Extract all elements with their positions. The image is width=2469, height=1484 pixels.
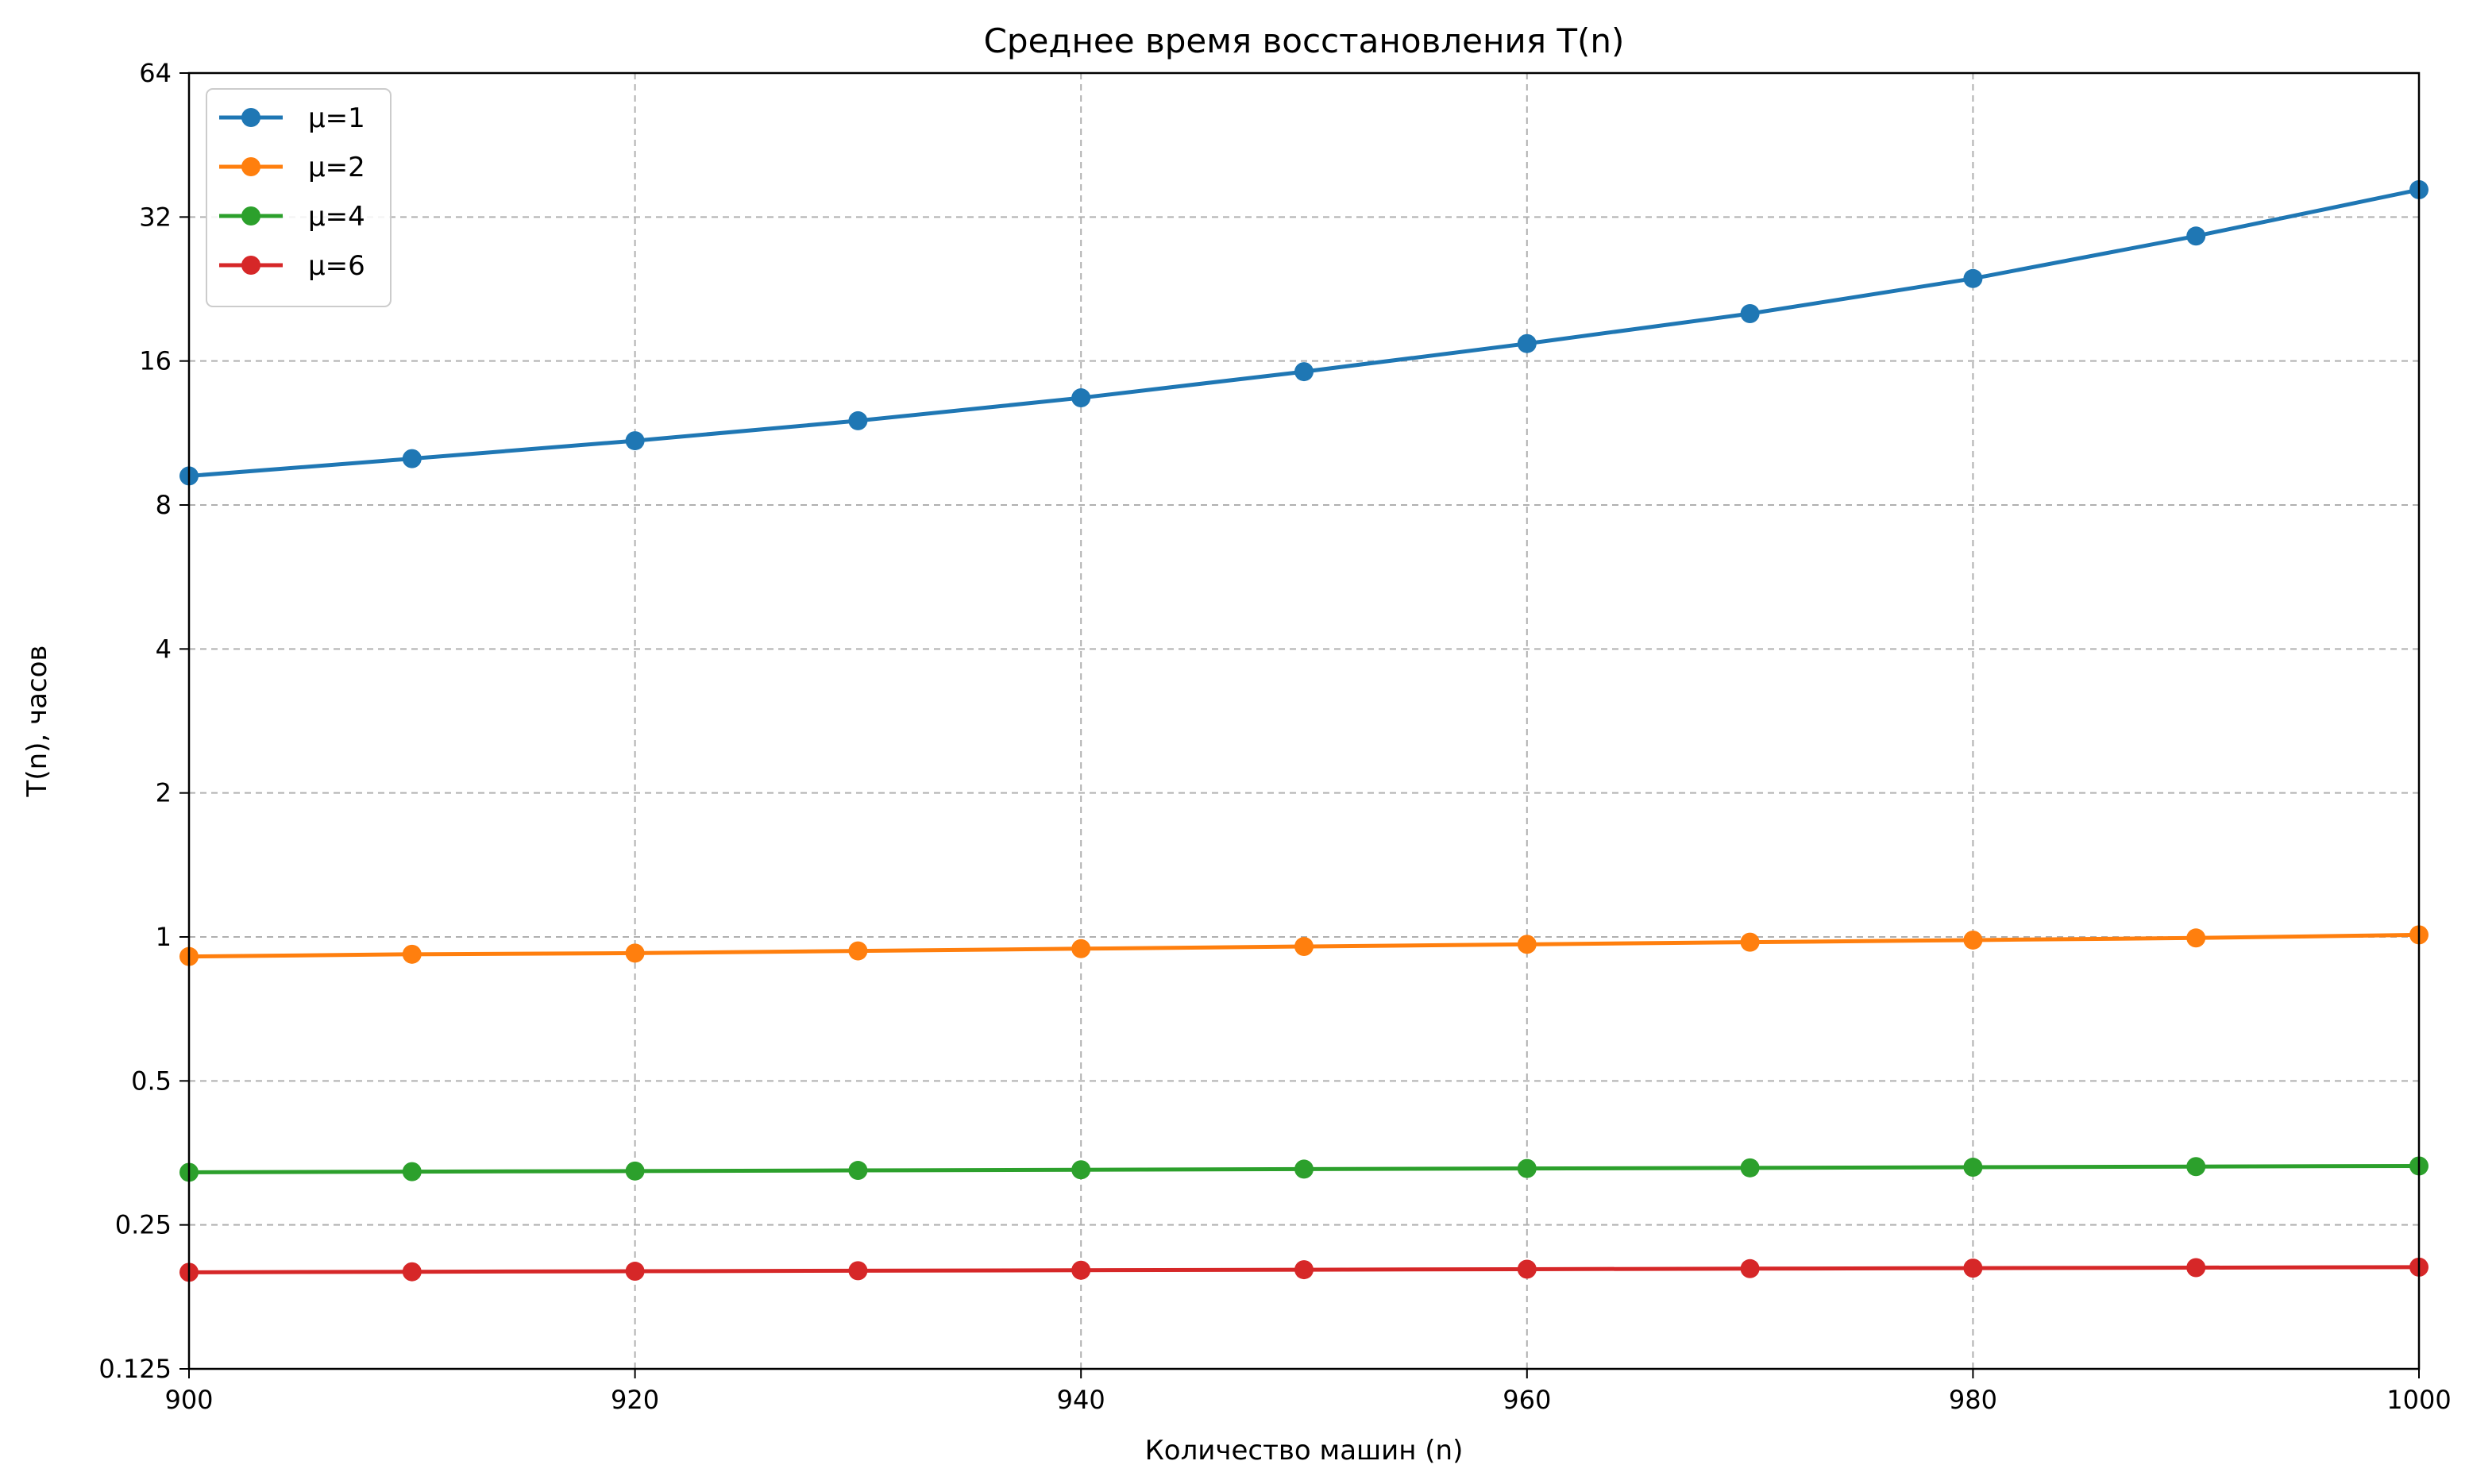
data-point bbox=[1294, 937, 1314, 957]
y-axis: 0.125 0.25 0.5 1 2 4 8 16 32 64 bbox=[98, 58, 189, 1384]
data-point bbox=[1517, 935, 1537, 954]
data-point bbox=[402, 1262, 422, 1282]
data-point bbox=[1517, 1158, 1537, 1178]
data-point bbox=[848, 941, 868, 961]
data-point bbox=[1294, 362, 1314, 382]
x-tick-label: 940 bbox=[1057, 1385, 1105, 1415]
y-tick-label: 2 bbox=[156, 778, 172, 808]
x-tick-label: 1000 bbox=[2386, 1385, 2451, 1415]
grid-lines bbox=[188, 72, 2420, 1370]
data-point bbox=[1071, 388, 1091, 408]
y-tick-label: 64 bbox=[139, 58, 172, 88]
y-tick-label: 0.125 bbox=[98, 1354, 172, 1384]
legend-label: μ=1 bbox=[308, 102, 365, 134]
data-point bbox=[1517, 333, 1537, 353]
chart-title: Среднее время восстановления T(n) bbox=[984, 21, 1625, 60]
data-point bbox=[1294, 1260, 1314, 1280]
data-point bbox=[625, 1161, 645, 1181]
data-point bbox=[1294, 1159, 1314, 1179]
legend-label: μ=6 bbox=[308, 250, 365, 282]
data-point bbox=[1071, 1260, 1091, 1280]
series-3 bbox=[179, 1156, 2428, 1182]
data-point bbox=[1740, 303, 1760, 323]
data-point bbox=[402, 1162, 422, 1181]
legend-entry: μ=6 bbox=[219, 250, 365, 282]
data-point bbox=[1740, 1158, 1760, 1178]
y-tick-label: 4 bbox=[156, 634, 172, 664]
data-point bbox=[848, 1261, 868, 1281]
legend: μ=1 μ=2 μ=4 μ=6 bbox=[206, 88, 392, 307]
data-point bbox=[1963, 930, 1983, 950]
data-point bbox=[1963, 268, 1983, 288]
data-point bbox=[2186, 226, 2206, 246]
y-tick-label: 32 bbox=[139, 202, 172, 232]
y-tick-label: 0.5 bbox=[131, 1066, 172, 1096]
data-point bbox=[625, 1262, 645, 1282]
data-point bbox=[1071, 1160, 1091, 1180]
data-point bbox=[625, 431, 645, 451]
y-tick-label: 16 bbox=[139, 346, 172, 376]
x-tick-label: 980 bbox=[1949, 1385, 1997, 1415]
legend-marker bbox=[241, 256, 260, 275]
y-tick-label: 1 bbox=[156, 922, 172, 952]
legend-marker bbox=[241, 206, 260, 225]
data-point bbox=[1963, 1259, 1983, 1278]
data-point bbox=[1740, 1259, 1760, 1278]
y-axis-label: T(n), часов bbox=[21, 646, 53, 798]
legend-label: μ=2 bbox=[308, 152, 365, 183]
x-tick-label: 920 bbox=[611, 1385, 659, 1415]
legend-box bbox=[206, 88, 392, 307]
y-tick-label: 8 bbox=[156, 490, 172, 520]
legend-entry: μ=4 bbox=[219, 201, 365, 233]
data-point bbox=[1517, 1259, 1537, 1279]
x-axis-label: Количество машин (n) bbox=[1145, 1435, 1464, 1467]
x-axis: 900 920 940 960 980 1000 bbox=[164, 1369, 2452, 1415]
data-point bbox=[625, 943, 645, 963]
legend-entry: μ=2 bbox=[219, 152, 365, 183]
legend-label: μ=4 bbox=[308, 201, 365, 233]
data-point bbox=[2186, 1258, 2206, 1278]
legend-marker bbox=[241, 157, 260, 176]
data-point bbox=[1963, 1158, 1983, 1178]
data-point bbox=[848, 411, 868, 430]
legend-entry: μ=1 bbox=[219, 102, 365, 134]
plot-frame bbox=[187, 71, 2421, 1370]
legend-marker bbox=[241, 108, 260, 127]
data-point bbox=[1740, 932, 1760, 952]
series-1 bbox=[179, 179, 2428, 486]
series-lines bbox=[179, 179, 2428, 1282]
data-point bbox=[402, 449, 422, 468]
data-point bbox=[848, 1161, 868, 1181]
data-point bbox=[2186, 1157, 2206, 1177]
data-point bbox=[402, 944, 422, 964]
data-point bbox=[2186, 928, 2206, 948]
data-point bbox=[1071, 939, 1091, 958]
x-tick-label: 900 bbox=[164, 1385, 213, 1415]
x-tick-label: 960 bbox=[1503, 1385, 1551, 1415]
y-tick-label: 0.25 bbox=[115, 1210, 172, 1240]
